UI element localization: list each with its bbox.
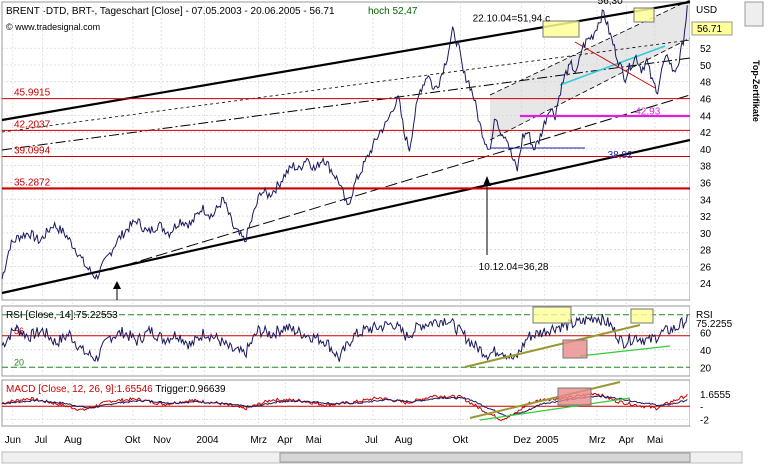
x-tick-label: Mai [306, 435, 322, 446]
support-label: 45.9915 [14, 88, 51, 99]
dash-line-2 [1, 39, 691, 133]
price-y-ticks: 24 26 28 30 32 34 36 38 40 42 44 46 48 50 52 [700, 44, 712, 290]
arrow-up-left [113, 281, 121, 300]
x-tick-label: Mrz [250, 435, 267, 446]
price-annotation: 10.12.04=36,28 [479, 262, 549, 273]
arrow-up-dec [483, 176, 491, 255]
price-tick-label: 48 [700, 78, 712, 89]
source-label: © www.tradesignal.com [6, 22, 100, 32]
header: BRENT ·DTD, BRT-, Tageschart [Close] - 0… [6, 1, 764, 122]
rsi-legend: RSI [Close, 14]:75.22553 [6, 310, 118, 321]
rsi-green-trend [579, 345, 671, 357]
support-label: 39.0994 [14, 145, 51, 156]
rsi-y-ticks: 20 40 60 [700, 328, 712, 374]
macd-current-value: 1.6555 [700, 390, 731, 401]
macd-tick-label: -2 [700, 415, 709, 426]
red-trend-down [574, 41, 656, 89]
macd-red-box [557, 387, 592, 406]
unit-label: USD [696, 5, 717, 16]
price-annotations: 56,30 22.10.04=51,94 c 10.12.04=36,28 42,93… [473, 0, 661, 273]
x-tick-label: 2005 [536, 435, 559, 446]
inner-channel-top [489, 0, 691, 96]
price-tick-label: 30 [700, 229, 712, 240]
price-annotation: 22.10.04=51,94 c [473, 13, 551, 24]
price-tick-label: 44 [700, 111, 712, 122]
rsi-level-label: 20 [14, 357, 24, 367]
x-axis-labels: Jun Jul Aug Okt Nov 2004 Mrz Apr Mai Jul Aug Okt Dez… [5, 435, 663, 446]
rsi-highlight-box-2 [630, 308, 654, 324]
price-tick-label: 40 [700, 145, 712, 156]
rsi-tick-label: 40 [700, 346, 712, 357]
x-tick-label: Apr [277, 435, 293, 446]
price-tick-label: 26 [700, 262, 712, 273]
side-label: Top-Zertifikate [751, 60, 761, 122]
x-tick-label: Mai [647, 435, 663, 446]
dash-line-3 [109, 94, 691, 271]
trend-lines [1, 0, 691, 295]
rsi-tick-label: 60 [700, 328, 712, 339]
cyan-trend [559, 45, 666, 86]
price-tick-label: 32 [700, 212, 712, 223]
rsi-red-box [562, 339, 588, 359]
chart-title: BRENT ·DTD, BRT-, Tageschart [Close] - 0… [6, 6, 335, 17]
x-tick-label: Jul [34, 435, 47, 446]
x-tick-label: Apr [619, 435, 635, 446]
side-tab[interactable] [744, 1, 764, 27]
price-annotation: 42,93 [635, 106, 660, 117]
high-label: hoch 52,47 [368, 6, 418, 17]
x-tick-label: Jul [365, 435, 378, 446]
support-lines: 45.9915 42.2037 39.0994 35.2872 [2, 88, 690, 190]
price-annotation: 38,92 [608, 150, 633, 161]
x-tick-label: 2004 [196, 435, 219, 446]
price-highlight-box-2 [633, 7, 655, 23]
rsi-line [1, 313, 688, 363]
x-tick-label: Dez [513, 435, 531, 446]
time-scrollbar-thumb[interactable] [279, 452, 691, 463]
price-current-marker: 56.71 [691, 21, 733, 36]
rsi-current-value: 75.2255 [696, 319, 733, 330]
price-tick-label: 28 [700, 246, 712, 257]
macd-legend: MACD [Close, 12, 26, 9]:1.65546 Trigger:… [6, 384, 226, 395]
x-grid [12, 2, 656, 426]
x-tick-label: Nov [153, 435, 171, 446]
rsi-axis-label: RSI [696, 310, 713, 321]
macd-y-ticks: -2 - [700, 402, 709, 426]
macd-green-trend [479, 397, 631, 421]
inner-channel-bottom [489, 37, 691, 141]
rsi-highlight-box-1 [532, 306, 572, 324]
support-label: 42.2037 [14, 119, 51, 130]
price-tick-label: 24 [700, 279, 712, 290]
dash-line-1 [1, 57, 691, 151]
price-highlight-box-1 [542, 20, 580, 38]
price-panel [1, 1, 691, 301]
x-tick-label: Aug [64, 435, 82, 446]
price-tick-label: 46 [700, 95, 712, 106]
price-tick-label: 38 [700, 162, 712, 173]
macd-olive-trend [469, 381, 621, 419]
price-tick-label: 36 [700, 178, 712, 189]
price-annotation: 56,30 [598, 0, 623, 7]
price-tick-label: 34 [700, 195, 712, 206]
x-tick-label: Okt [453, 435, 469, 446]
right-axis-area [690, 2, 740, 426]
price-current-value: 56.71 [697, 24, 722, 35]
x-tick-label: Aug [395, 435, 413, 446]
price-tick-label: 42 [700, 128, 712, 139]
rsi-tick-label: 20 [700, 363, 712, 374]
price-tick-label: 50 [700, 61, 712, 72]
price-tick-label: 52 [700, 44, 712, 55]
x-tick-label: Mrz [589, 435, 606, 446]
price-line [1, 5, 688, 281]
macd-zero-tick: - [700, 402, 703, 413]
x-tick-label: Jun [5, 435, 21, 446]
rsi-olive-trend [464, 324, 641, 368]
support-label: 35.2872 [14, 177, 51, 188]
x-tick-label: Okt [125, 435, 141, 446]
upper-channel-fill [490, 0, 690, 140]
